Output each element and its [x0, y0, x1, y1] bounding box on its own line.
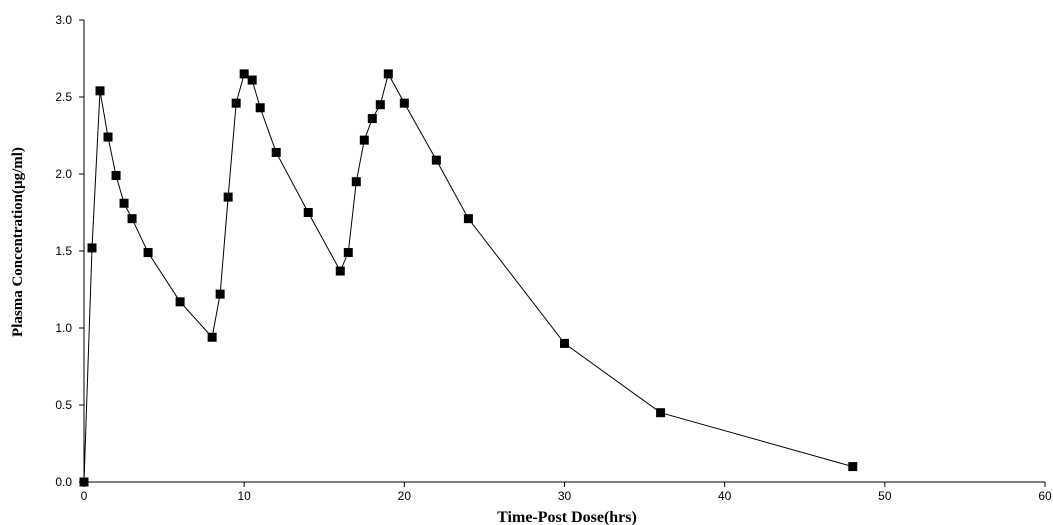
data-point	[359, 135, 369, 145]
data-point	[119, 198, 129, 208]
x-tick-label: 10	[237, 489, 251, 503]
data-point	[399, 98, 409, 108]
data-point	[375, 100, 385, 110]
y-tick-label: 2.5	[55, 90, 72, 104]
x-tick-label: 50	[878, 489, 892, 503]
data-point	[247, 75, 257, 85]
y-tick-label: 2.0	[55, 167, 72, 181]
y-tick-label: 0.5	[55, 398, 72, 412]
data-point	[87, 243, 97, 253]
x-tick-label: 20	[398, 489, 412, 503]
data-point	[560, 338, 569, 348]
x-tick-label: 60	[1038, 489, 1052, 503]
data-point	[431, 155, 441, 165]
data-point	[656, 408, 666, 418]
data-point	[215, 289, 225, 299]
series-line	[83, 72, 853, 483]
data-point	[351, 177, 361, 187]
data-point	[95, 86, 105, 96]
x-tick-label: 0	[81, 489, 88, 503]
y-tick-label: 1.5	[55, 244, 72, 258]
data-point	[175, 297, 185, 307]
data-point	[207, 332, 217, 342]
x-tick-label: 30	[558, 489, 572, 503]
axes	[83, 20, 1045, 483]
y-axis-ticks: 0.0 0.5 1.0 1.5 2.0 2.5 3.0	[55, 13, 84, 489]
data-point	[255, 103, 265, 113]
data-point	[103, 132, 113, 142]
data-point	[463, 214, 473, 224]
data-point	[223, 192, 233, 202]
data-point	[127, 214, 137, 224]
series-group	[79, 69, 858, 487]
x-axis-title: Time-Post Dose(hrs)	[497, 509, 637, 525]
data-point	[231, 98, 241, 108]
data-point	[335, 266, 345, 276]
data-point	[143, 248, 153, 258]
y-tick-label: 1.0	[55, 321, 72, 335]
data-point	[343, 248, 353, 258]
data-point	[303, 208, 313, 217]
y-tick-label: 0.0	[55, 475, 72, 489]
data-point	[111, 171, 121, 181]
y-tick-label: 3.0	[55, 13, 72, 27]
data-point	[367, 114, 377, 124]
data-point	[383, 69, 393, 79]
data-point	[848, 462, 858, 472]
data-point	[79, 477, 89, 487]
y-axis-title: Plasma Concentration(µg/ml)	[10, 147, 26, 337]
x-axis-ticks: 0 10 20 30 40 50 60	[81, 482, 1052, 503]
x-tick-label: 40	[718, 489, 732, 503]
data-point	[271, 147, 281, 157]
data-point	[239, 69, 249, 79]
